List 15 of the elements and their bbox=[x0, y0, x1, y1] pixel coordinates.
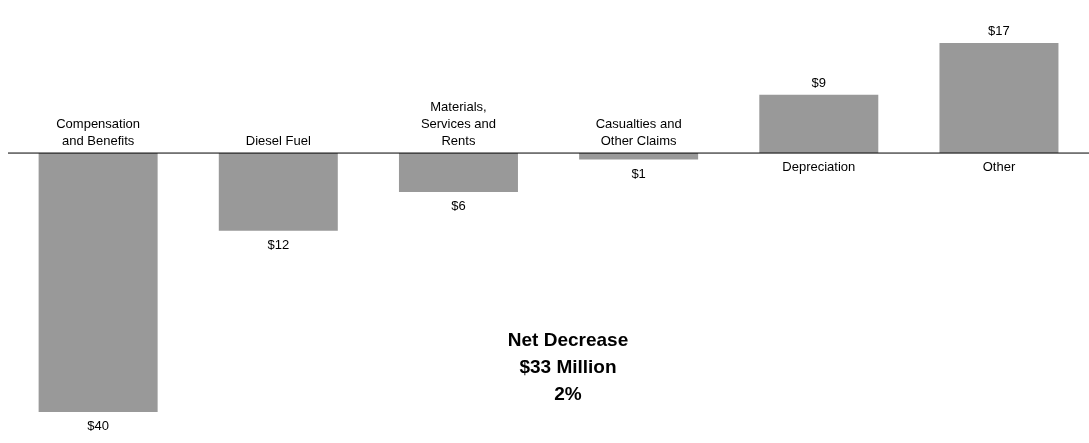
x-tick-label: Depreciation bbox=[782, 159, 856, 175]
x-tick-label: Materials, Services and Rents bbox=[420, 99, 497, 149]
annotation: 2% bbox=[553, 382, 583, 406]
annotation: Net Decrease bbox=[506, 328, 630, 352]
x-tick-label: Compensation and Benefits bbox=[56, 116, 141, 149]
annotation: $12 bbox=[267, 236, 290, 252]
x-tick-label: Diesel Fuel bbox=[245, 133, 311, 149]
x-tick-label: Other bbox=[982, 159, 1016, 175]
annotation: $33 Million bbox=[518, 355, 618, 379]
annotation: $6 bbox=[451, 197, 466, 213]
annotation: $40 bbox=[87, 418, 109, 433]
annotation: $1 bbox=[631, 165, 646, 181]
annotation: $9 bbox=[811, 74, 827, 90]
annotation: $17 bbox=[988, 23, 1010, 38]
x-tick-label: Casualties and Other Claims bbox=[595, 116, 682, 149]
